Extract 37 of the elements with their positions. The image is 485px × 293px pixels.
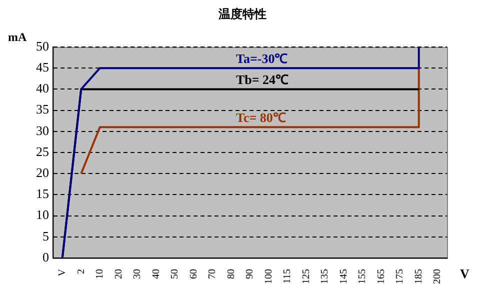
series-label: Tc= 80℃ [236,110,286,126]
x-tick-label: 2 [76,269,87,274]
x-tick-label: 50 [170,269,181,279]
y-tick-label: 50 [36,38,49,54]
x-tick-label: 90 [244,269,256,279]
y-tick-label: 5 [42,228,49,244]
series-label: Tb= 24℃ [236,72,289,88]
x-tick-label: 200 [432,269,444,284]
x-tick-label: 165 [376,269,387,284]
y-tick-label: 40 [36,80,49,96]
chart-title: 温度特性 [218,6,268,23]
y-axis-title: mA [8,30,27,45]
series-label: Ta=-30℃ [236,50,288,66]
x-tick-label: 115 [282,269,294,284]
x-tick-label: 125 [300,269,312,284]
y-tick-label: 20 [36,165,49,180]
x-tick-label: 30 [132,269,144,279]
x-tick-label: V [57,268,68,276]
x-tick-label: 155 [357,269,368,284]
x-tick-label: 175 [394,269,406,284]
y-tick-label: 30 [36,122,49,138]
x-tick-label: 80 [226,269,237,279]
x-tick-label: 10 [94,269,106,279]
x-tick-label: 100 [263,269,274,284]
y-tick-label: 0 [42,249,49,264]
x-tick-label: 70 [207,269,218,279]
y-tick-label: 35 [36,102,49,117]
x-tick-label: 60 [188,269,200,279]
x-tick-label: 185 [413,269,424,284]
y-tick-label: 45 [36,60,49,75]
x-tick-label: 145 [338,269,350,284]
x-tick-label: 40 [150,269,162,279]
y-tick-label: 25 [36,144,49,159]
y-tick-label: 10 [36,207,49,222]
x-tick-label: 20 [113,269,124,279]
y-tick-label: 15 [36,186,49,202]
x-tick-label: 135 [320,269,331,284]
